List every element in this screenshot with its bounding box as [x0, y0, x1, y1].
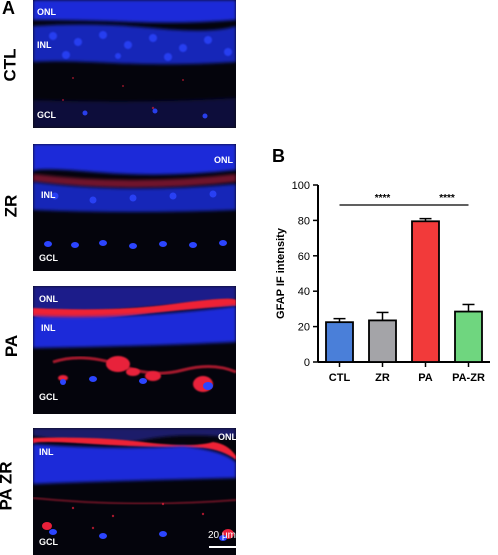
panel-a-letter: A [2, 0, 15, 18]
micrograph-pa: ONL INL GCL [33, 286, 236, 414]
layer-label-onl: ONL [218, 432, 236, 442]
x-tick-label: ZR [375, 372, 390, 384]
significance-label: **** [439, 193, 455, 204]
y-tick-label: 20 [298, 322, 310, 334]
gfap-bar-chart: 0 20 40 60 80 100 GFAP IF intensity CTL ZR PA PA-Z… [275, 180, 490, 384]
layer-label-inl: INL [37, 40, 52, 50]
x-tick-label: CTL [329, 372, 351, 384]
layer-label-gcl: GCL [37, 110, 56, 120]
layer-label-gcl: GCL [39, 392, 58, 402]
y-tick-label: 80 [298, 215, 310, 227]
row-label-pa-zr: PA ZR [0, 461, 16, 511]
layer-label-onl: ONL [37, 7, 56, 17]
layer-label-inl: INL [41, 190, 56, 200]
scale-bar [209, 546, 236, 548]
layer-label-inl: INL [41, 323, 56, 333]
layer-label-onl: ONL [214, 155, 233, 165]
layer-label-onl: ONL [39, 294, 58, 304]
significance-label: **** [375, 193, 391, 204]
x-tick-label: PA [418, 372, 433, 384]
y-tick-label: 0 [304, 357, 310, 369]
panel-b-letter: B [272, 146, 285, 166]
y-tick-label: 100 [292, 180, 310, 192]
row-label-zr: ZR [1, 194, 21, 218]
scale-bar-label: 20 μm [208, 530, 236, 541]
micrograph-pa-zr: ONL INL GCL 20 μm [33, 428, 236, 555]
y-tick-label: 60 [298, 251, 310, 263]
y-tick-label: 40 [298, 286, 310, 298]
micrograph-zr: ONL INL GCL [33, 144, 236, 271]
layer-label-gcl: GCL [39, 253, 58, 263]
x-tick-label: PA-ZR [452, 372, 485, 384]
bar [411, 220, 440, 363]
micrograph-ctl: ONL INL GCL [33, 0, 236, 128]
bar [325, 321, 354, 363]
bar [454, 310, 483, 363]
layer-label-inl: INL [39, 447, 54, 457]
row-label-pa: PA [2, 334, 22, 358]
bar [368, 319, 397, 363]
row-label-ctl: CTL [0, 48, 20, 82]
layer-label-gcl: GCL [39, 537, 58, 547]
y-axis-label: GFAP IF intensity [275, 227, 287, 319]
